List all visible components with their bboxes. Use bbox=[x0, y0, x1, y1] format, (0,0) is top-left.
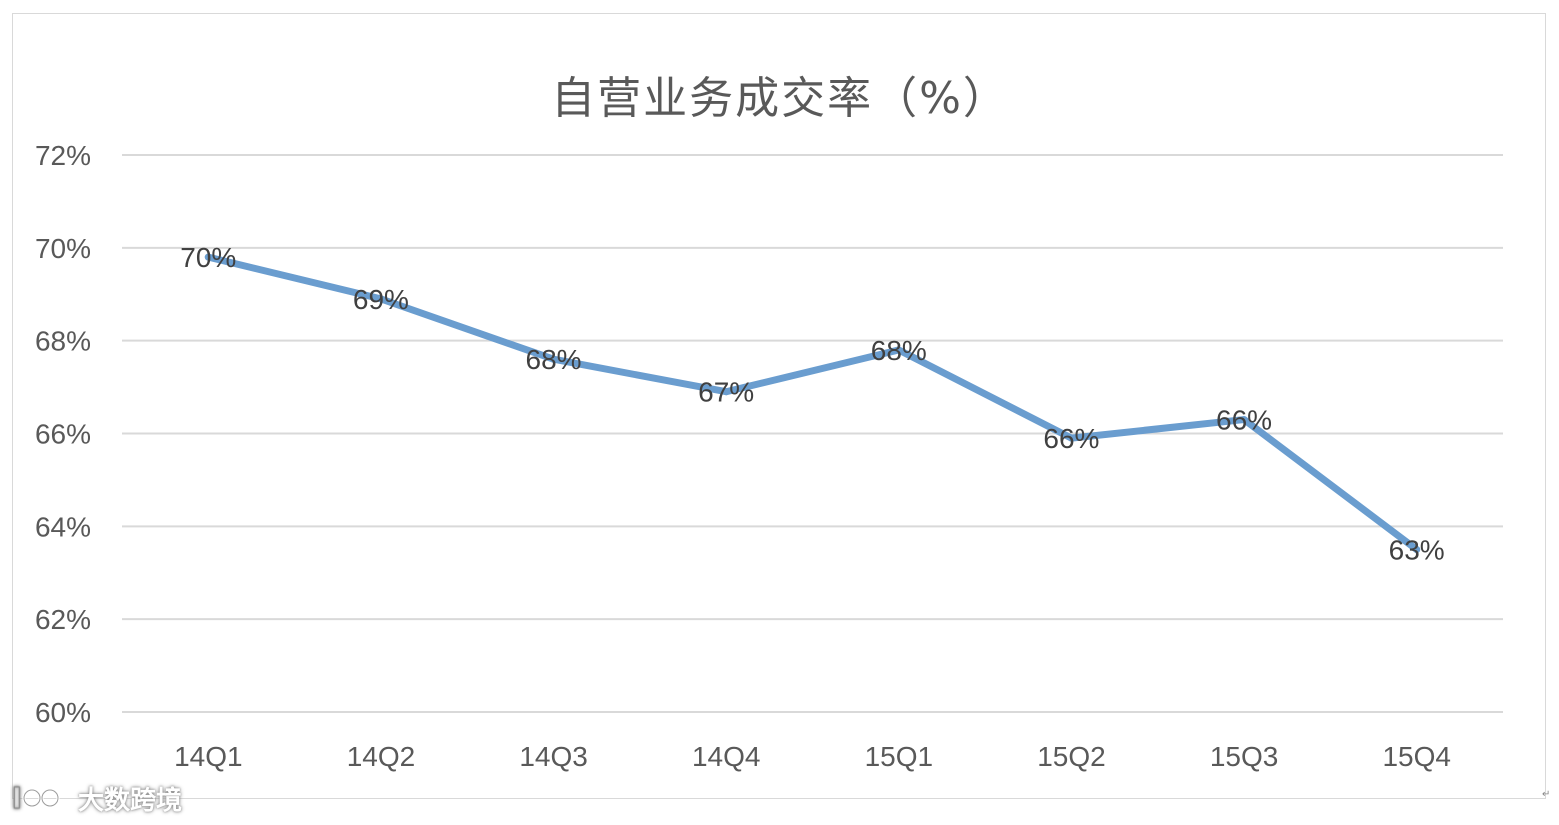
x-tick-label: 14Q1 bbox=[174, 741, 243, 772]
y-tick-label: 62% bbox=[35, 604, 91, 635]
series-layer bbox=[204, 253, 1421, 554]
y-tick-label: 72% bbox=[35, 140, 91, 171]
y-tick-label: 70% bbox=[35, 233, 91, 264]
series-line bbox=[204, 253, 1421, 554]
x-axis-ticks: 14Q1 14Q2 14Q3 14Q4 15Q1 15Q2 15Q3 15Q4 bbox=[174, 741, 1451, 772]
x-tick-label: 15Q1 bbox=[865, 741, 934, 772]
chart-title: 自营业务成交率（%） bbox=[551, 73, 1009, 124]
data-point bbox=[1413, 546, 1421, 554]
x-tick-label: 15Q3 bbox=[1210, 741, 1279, 772]
y-tick-label: 68% bbox=[35, 326, 91, 357]
data-point bbox=[1067, 434, 1075, 442]
chart-frame: 自营业务成交率（%） bbox=[12, 13, 1546, 799]
data-label: 68% bbox=[871, 335, 927, 366]
data-label: 69% bbox=[353, 284, 409, 315]
y-tick-label: 64% bbox=[35, 511, 91, 542]
x-tick-label: 14Q2 bbox=[347, 741, 416, 772]
data-point bbox=[550, 355, 558, 363]
data-point bbox=[204, 253, 212, 261]
data-label: 63% bbox=[1389, 535, 1445, 566]
data-label: 66% bbox=[1216, 405, 1272, 436]
data-point bbox=[1240, 416, 1248, 424]
watermark-text: 大数跨境 bbox=[78, 785, 183, 816]
x-tick-label: 14Q4 bbox=[692, 741, 761, 772]
data-label: 68% bbox=[526, 344, 582, 375]
data-label: 70% bbox=[180, 242, 236, 273]
logo-icon: l bbox=[12, 782, 60, 816]
x-tick-label: 15Q2 bbox=[1037, 741, 1106, 772]
x-tick-label: 14Q3 bbox=[519, 741, 588, 772]
data-point bbox=[377, 295, 385, 303]
data-labels: 70% 69% 68% 67% 68% 66% 66% 63% bbox=[180, 242, 1444, 565]
data-label: 66% bbox=[1043, 423, 1099, 454]
data-point bbox=[722, 388, 730, 396]
svg-text:l: l bbox=[12, 782, 22, 815]
data-label: 67% bbox=[698, 377, 754, 408]
y-tick-label: 60% bbox=[35, 697, 91, 728]
grid-lines bbox=[122, 154, 1503, 713]
y-axis-ticks: 60% 62% 64% 66% 68% 70% 72% bbox=[35, 140, 91, 728]
return-mark-icon: ↵ bbox=[1542, 789, 1551, 800]
x-tick-label: 15Q4 bbox=[1382, 741, 1451, 772]
data-point bbox=[895, 346, 903, 354]
watermark: l 大数跨境 bbox=[10, 778, 183, 818]
y-tick-label: 66% bbox=[35, 419, 91, 450]
